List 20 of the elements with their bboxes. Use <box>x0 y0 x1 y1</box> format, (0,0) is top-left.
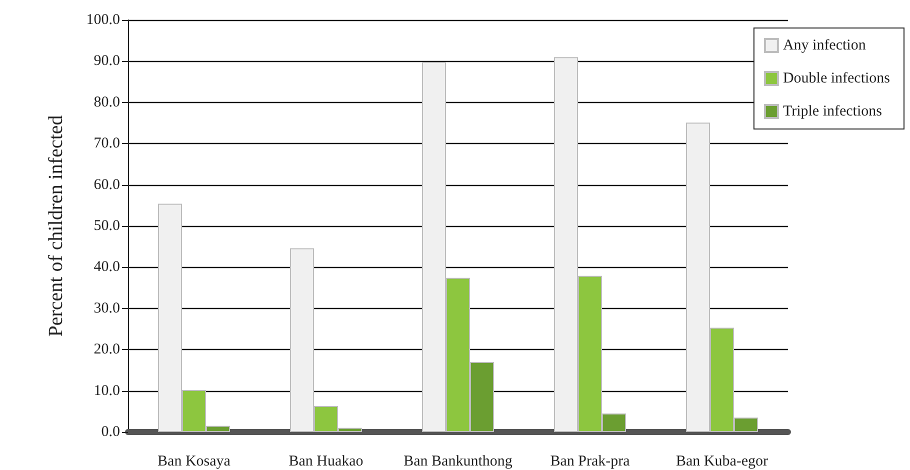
y-tick-label: 20.0 <box>94 342 120 358</box>
y-tick-label: 0.0 <box>101 424 120 440</box>
y-tick-label: 10.0 <box>94 382 120 399</box>
y-tick-label: 40.0 <box>94 259 120 276</box>
y-tick-label: 90.0 <box>94 53 120 70</box>
y-tick-label: 100.0 <box>86 12 120 28</box>
legend-label: Double infections <box>782 70 890 86</box>
y-tick-label: 80.0 <box>94 94 120 110</box>
y-tick-label: 50.0 <box>94 218 120 234</box>
legend-label: Any infection <box>782 38 866 54</box>
x-tick-label: Ban Kosaya <box>158 454 231 470</box>
y-tick-label: 30.0 <box>94 300 120 316</box>
x-tick-label: Ban Prak-pra <box>550 454 630 470</box>
legend-label: Triple infections <box>782 104 882 120</box>
x-tick-label: Ban Kuba-egor <box>676 454 768 470</box>
y-tick-label: 60.0 <box>94 176 120 193</box>
y-tick-label: 70.0 <box>94 136 120 152</box>
x-tick-label: Ban Bankunthong <box>404 454 513 470</box>
x-tick-label: Ban Huakao <box>288 454 364 470</box>
y-axis-title: Percent of children infected <box>45 115 67 337</box>
